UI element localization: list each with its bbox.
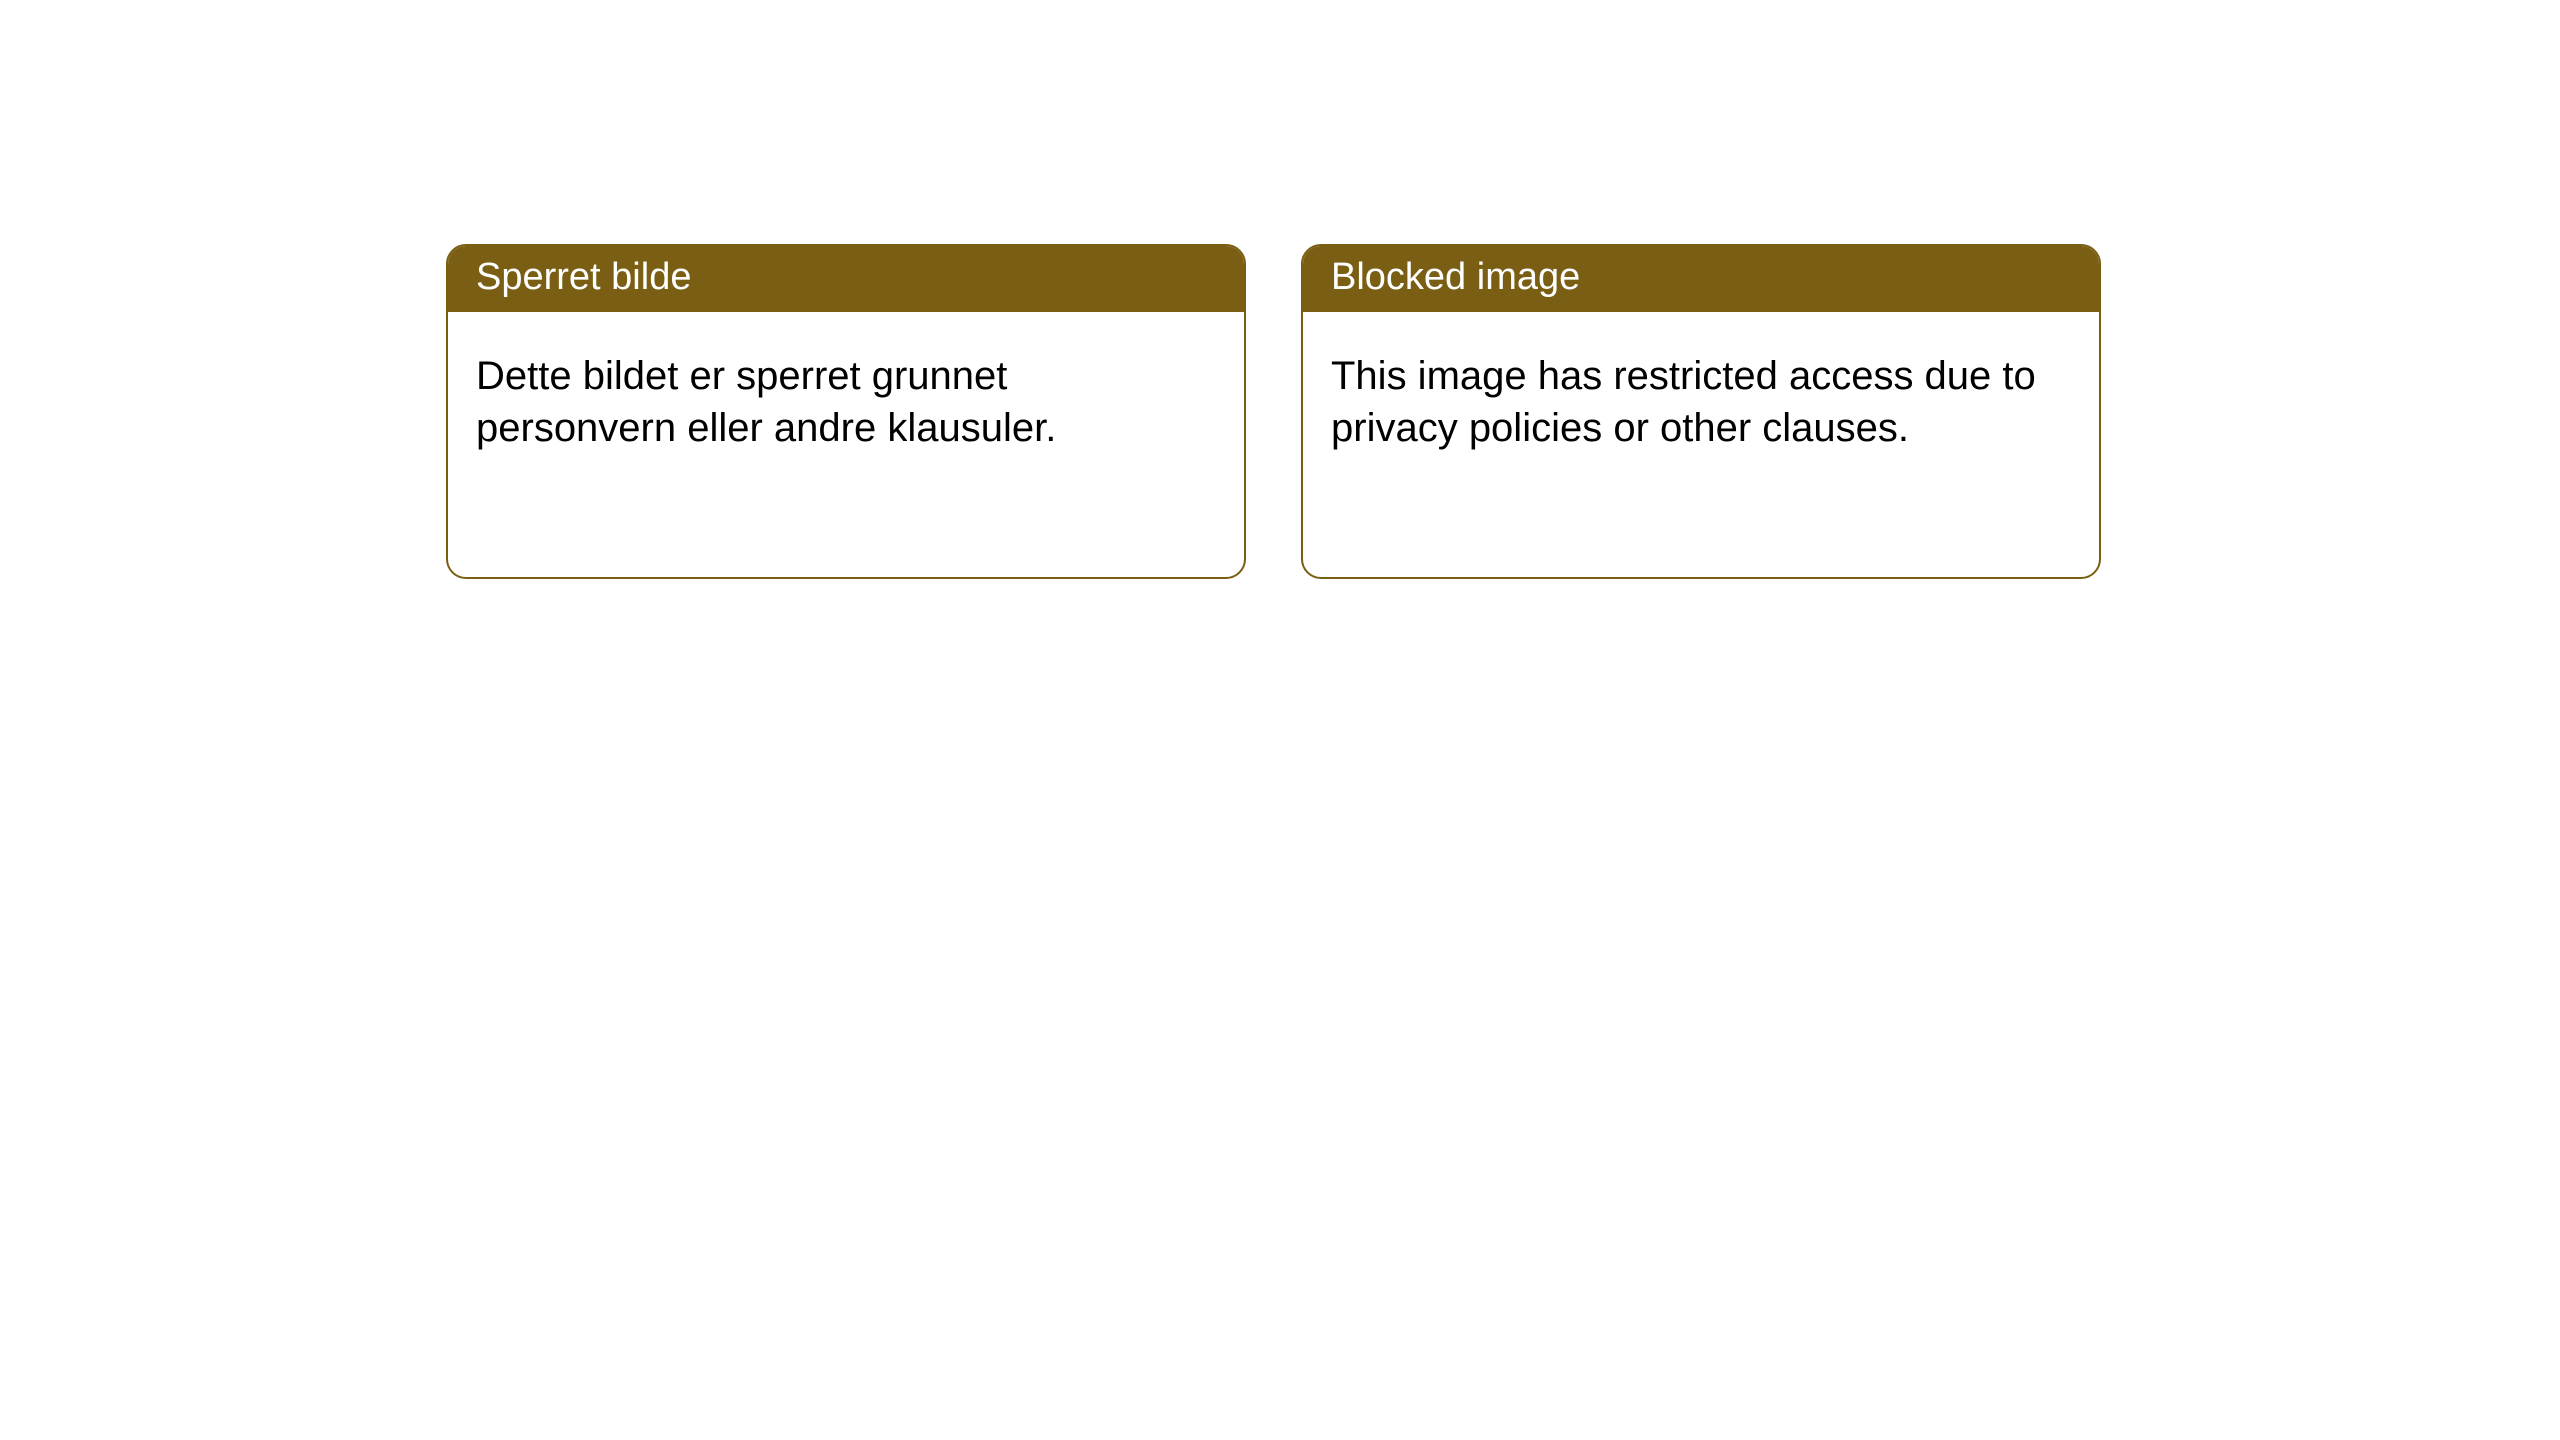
notice-header: Blocked image <box>1303 246 2099 312</box>
notice-container: Sperret bilde Dette bildet er sperret gr… <box>0 0 2560 579</box>
notice-card-english: Blocked image This image has restricted … <box>1301 244 2101 579</box>
notice-card-norwegian: Sperret bilde Dette bildet er sperret gr… <box>446 244 1246 579</box>
notice-body: This image has restricted access due to … <box>1303 312 2099 492</box>
notice-body: Dette bildet er sperret grunnet personve… <box>448 312 1244 492</box>
notice-header: Sperret bilde <box>448 246 1244 312</box>
